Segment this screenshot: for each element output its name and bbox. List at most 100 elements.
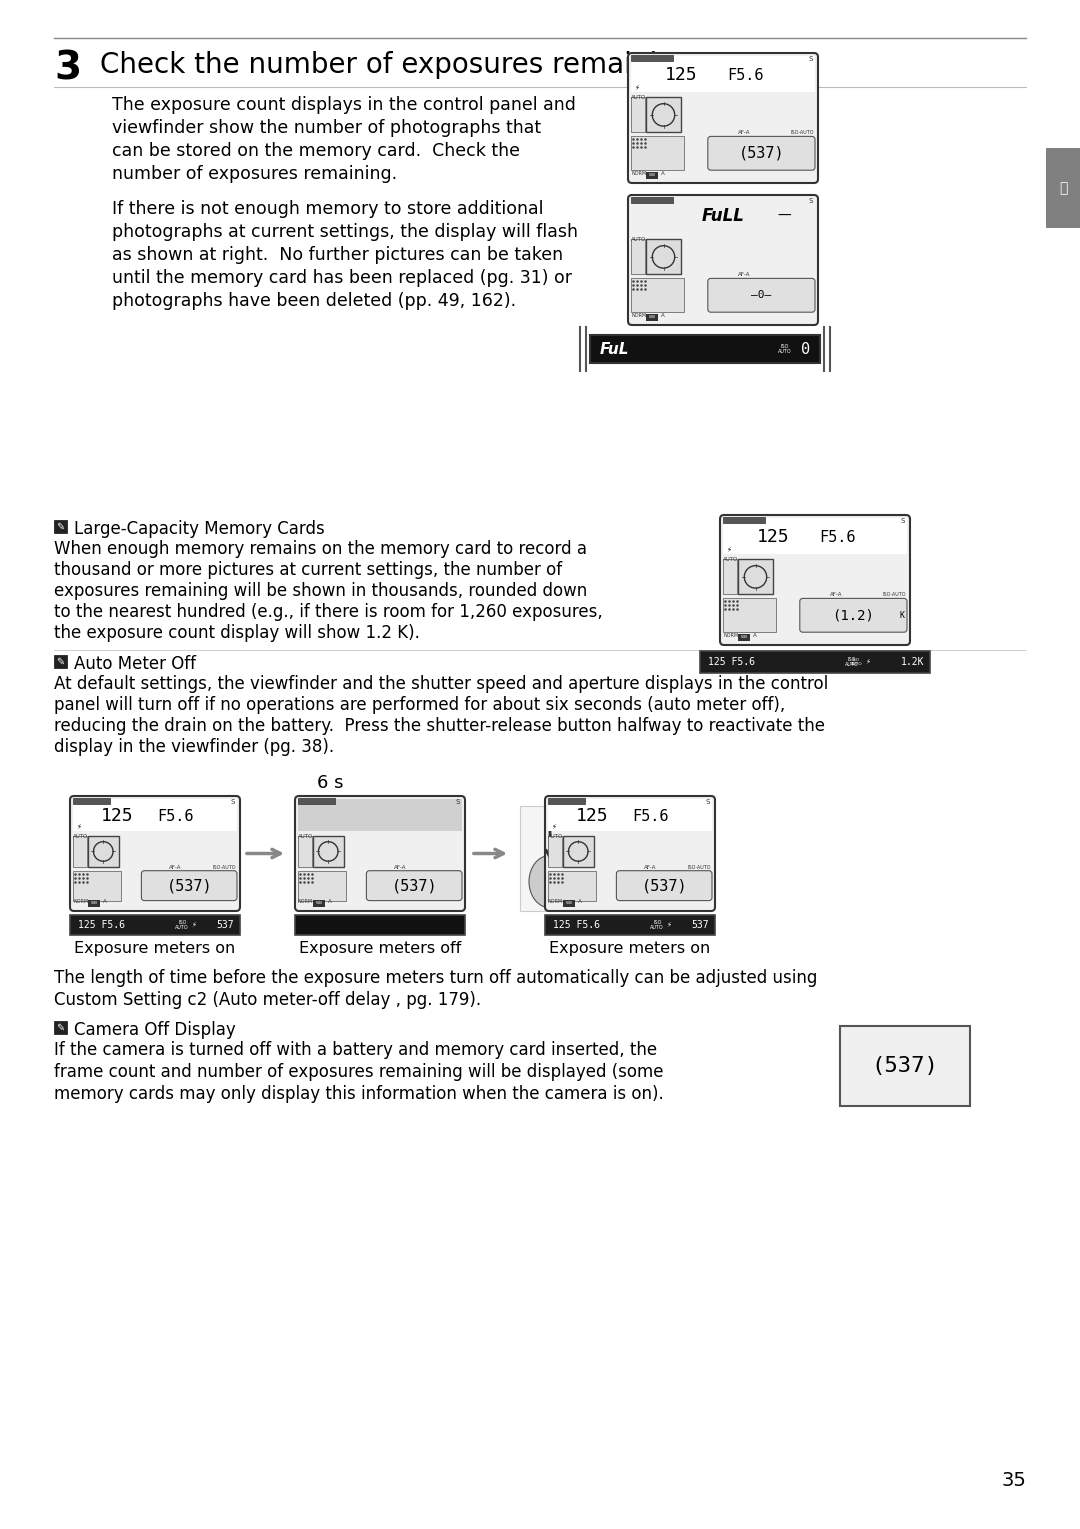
Bar bbox=[700, 651, 930, 673]
Text: (537): (537) bbox=[872, 1057, 939, 1076]
Text: 125: 125 bbox=[102, 807, 134, 826]
Text: At default settings, the viewfinder and the shutter speed and aperture displays : At default settings, the viewfinder and … bbox=[54, 674, 828, 693]
Text: ISO·AUTO: ISO·AUTO bbox=[688, 865, 711, 870]
Bar bbox=[738, 560, 773, 595]
Text: Exposure meters on: Exposure meters on bbox=[550, 940, 711, 956]
Bar bbox=[631, 55, 673, 61]
Bar bbox=[70, 914, 240, 936]
FancyBboxPatch shape bbox=[545, 797, 715, 911]
Text: The length of time before the exposure meters turn off automatically can be adju: The length of time before the exposure m… bbox=[54, 969, 818, 988]
Text: (537): (537) bbox=[739, 145, 784, 161]
Text: WB: WB bbox=[315, 902, 323, 905]
Bar bbox=[631, 278, 685, 312]
Text: frame count and number of exposures remaining will be displayed (some: frame count and number of exposures rema… bbox=[54, 1063, 663, 1081]
FancyBboxPatch shape bbox=[627, 54, 818, 183]
FancyBboxPatch shape bbox=[295, 797, 465, 911]
Text: until the memory card has been replaced (pg. 31) or: until the memory card has been replaced … bbox=[112, 269, 572, 287]
Text: ISO·AUTO: ISO·AUTO bbox=[791, 130, 814, 136]
Text: Exposure meters off: Exposure meters off bbox=[299, 940, 461, 956]
Text: ⚡: ⚡ bbox=[76, 824, 81, 830]
Bar bbox=[590, 335, 820, 362]
Text: AF-A: AF-A bbox=[739, 272, 751, 277]
Text: —: — bbox=[777, 209, 791, 223]
Text: A: A bbox=[578, 899, 582, 904]
Text: reducing the drain on the battery.  Press the shutter-release button halfway to : reducing the drain on the battery. Press… bbox=[54, 717, 825, 735]
Bar bbox=[54, 654, 67, 668]
Bar bbox=[548, 836, 562, 867]
Bar bbox=[723, 517, 765, 523]
Text: NORM: NORM bbox=[631, 313, 646, 318]
Text: A: A bbox=[103, 899, 107, 904]
Bar bbox=[631, 240, 645, 274]
Text: S: S bbox=[456, 800, 460, 804]
Text: S: S bbox=[809, 57, 813, 63]
Text: AF-A: AF-A bbox=[831, 592, 842, 598]
Text: 35: 35 bbox=[1001, 1471, 1026, 1489]
Bar bbox=[631, 197, 673, 203]
Text: ⬛: ⬛ bbox=[1058, 180, 1067, 196]
Text: If there is not enough memory to store additional: If there is not enough memory to store a… bbox=[112, 200, 543, 219]
Text: ⚡: ⚡ bbox=[666, 922, 672, 928]
Bar bbox=[646, 171, 658, 179]
Bar bbox=[563, 901, 575, 907]
Text: S: S bbox=[231, 800, 235, 804]
FancyBboxPatch shape bbox=[720, 515, 910, 645]
Text: Camera Off Display: Camera Off Display bbox=[75, 1021, 235, 1040]
Text: (537): (537) bbox=[391, 878, 437, 893]
Text: 3: 3 bbox=[54, 50, 81, 89]
Text: photographs at current settings, the display will flash: photographs at current settings, the dis… bbox=[112, 223, 578, 242]
Text: (1.2): (1.2) bbox=[833, 609, 875, 622]
Text: ⚡: ⚡ bbox=[726, 547, 731, 553]
Text: If the camera is turned off with a battery and memory card inserted, the: If the camera is turned off with a batte… bbox=[54, 1041, 657, 1060]
Bar bbox=[54, 1021, 67, 1034]
Text: NORM: NORM bbox=[631, 171, 646, 176]
Text: ISO
AUTO: ISO AUTO bbox=[845, 656, 859, 667]
Bar bbox=[73, 800, 237, 832]
Text: Auto Meter Off: Auto Meter Off bbox=[75, 654, 195, 673]
Bar bbox=[646, 313, 658, 321]
Text: AUTO: AUTO bbox=[73, 835, 89, 839]
Text: S: S bbox=[705, 800, 710, 804]
Text: (537): (537) bbox=[166, 878, 212, 893]
Text: 6 s: 6 s bbox=[316, 774, 343, 792]
Text: FuL: FuL bbox=[600, 341, 630, 356]
Bar bbox=[298, 836, 312, 867]
Text: F5.6: F5.6 bbox=[632, 809, 669, 824]
Text: The exposure count displays in the control panel and: The exposure count displays in the contr… bbox=[112, 96, 576, 115]
Text: 125 F5.6: 125 F5.6 bbox=[78, 920, 125, 930]
Text: WB: WB bbox=[741, 636, 747, 639]
Bar bbox=[73, 870, 121, 901]
Text: NORM: NORM bbox=[723, 633, 738, 638]
Text: A: A bbox=[661, 171, 665, 176]
Text: viewfinder show the number of photographs that: viewfinder show the number of photograph… bbox=[112, 119, 541, 138]
Bar bbox=[723, 598, 777, 631]
Bar bbox=[519, 806, 580, 911]
Text: 125: 125 bbox=[665, 66, 698, 84]
FancyBboxPatch shape bbox=[617, 870, 712, 901]
Bar bbox=[298, 800, 462, 832]
Bar bbox=[1047, 148, 1080, 228]
Text: F5.6: F5.6 bbox=[820, 529, 856, 544]
Text: Large-Capacity Memory Cards: Large-Capacity Memory Cards bbox=[75, 520, 325, 538]
Bar bbox=[295, 914, 465, 936]
Text: ISO·AUTO: ISO·AUTO bbox=[882, 592, 906, 598]
Text: AF-A: AF-A bbox=[644, 865, 657, 870]
Bar bbox=[738, 635, 750, 641]
FancyBboxPatch shape bbox=[627, 196, 818, 326]
Text: ✎: ✎ bbox=[56, 656, 65, 667]
Text: NORM: NORM bbox=[298, 899, 313, 904]
Text: ISO
AUTO: ISO AUTO bbox=[851, 657, 862, 667]
Text: ISO·AUTO: ISO·AUTO bbox=[213, 865, 237, 870]
Text: A: A bbox=[328, 899, 332, 904]
Text: to the nearest hundred (e.g., if there is room for 1,260 exposures,: to the nearest hundred (e.g., if there i… bbox=[54, 602, 603, 621]
Text: panel will turn off if no operations are performed for about six seconds (auto m: panel will turn off if no operations are… bbox=[54, 696, 785, 714]
Bar bbox=[646, 98, 681, 133]
FancyBboxPatch shape bbox=[366, 870, 462, 901]
Text: 0: 0 bbox=[801, 341, 810, 356]
Text: 537: 537 bbox=[216, 920, 234, 930]
Text: as shown at right.  No further pictures can be taken: as shown at right. No further pictures c… bbox=[112, 246, 563, 265]
Bar bbox=[548, 798, 585, 804]
FancyBboxPatch shape bbox=[141, 870, 237, 901]
Text: AF-A: AF-A bbox=[739, 130, 751, 136]
Bar bbox=[548, 800, 712, 832]
